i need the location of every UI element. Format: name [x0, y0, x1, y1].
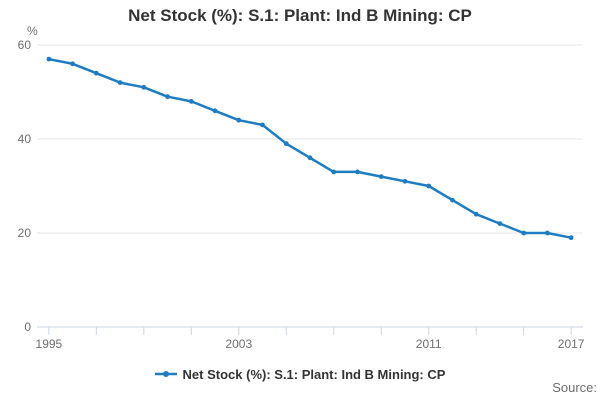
data-point-marker — [260, 122, 265, 128]
data-point-marker — [236, 117, 242, 123]
legend-line-marker-icon — [154, 371, 177, 377]
series-line — [47, 57, 573, 239]
data-point-marker — [568, 235, 574, 241]
data-point-marker — [117, 80, 123, 85]
data-point-marker — [188, 99, 194, 104]
chart-title: Net Stock (%): S.1: Plant: Ind B Mining:… — [128, 6, 472, 25]
legend-label: Net Stock (%): S.1: Plant: Ind B Mining:… — [182, 366, 446, 382]
data-point-marker — [331, 169, 337, 175]
data-point-marker — [165, 94, 171, 100]
data-point-marker — [402, 178, 408, 184]
y-axis-unit-label: % — [27, 24, 38, 38]
x-tick-label: 2003 — [225, 337, 252, 351]
data-point-marker — [450, 197, 455, 203]
data-point-marker — [283, 141, 289, 147]
legend-dot — [162, 371, 169, 377]
x-tick-label: 2017 — [558, 337, 585, 351]
data-point-marker — [497, 221, 503, 227]
legend[interactable]: Net Stock (%): S.1: Plant: Ind B Mining:… — [0, 366, 600, 382]
data-point-marker — [212, 108, 218, 114]
data-point-marker — [545, 230, 550, 236]
y-tick-label: 0 — [24, 320, 31, 334]
data-point-marker — [355, 169, 360, 175]
data-point-marker — [70, 61, 75, 67]
data-point-marker — [378, 174, 384, 180]
data-point-marker — [473, 211, 479, 217]
data-point-marker — [307, 155, 313, 161]
x-tick-label: 1995 — [36, 337, 63, 351]
y-tick-label: 60 — [18, 38, 32, 52]
data-point-marker — [521, 230, 527, 236]
x-tick-label: 2011 — [416, 337, 442, 351]
data-point-marker — [46, 56, 52, 62]
y-tick-label: 40 — [18, 132, 32, 146]
data-point-marker — [141, 84, 147, 90]
data-point-marker — [93, 70, 99, 76]
data-point-marker — [426, 183, 432, 189]
y-tick-label: 20 — [18, 226, 32, 240]
source-label: Source: — [552, 380, 597, 395]
